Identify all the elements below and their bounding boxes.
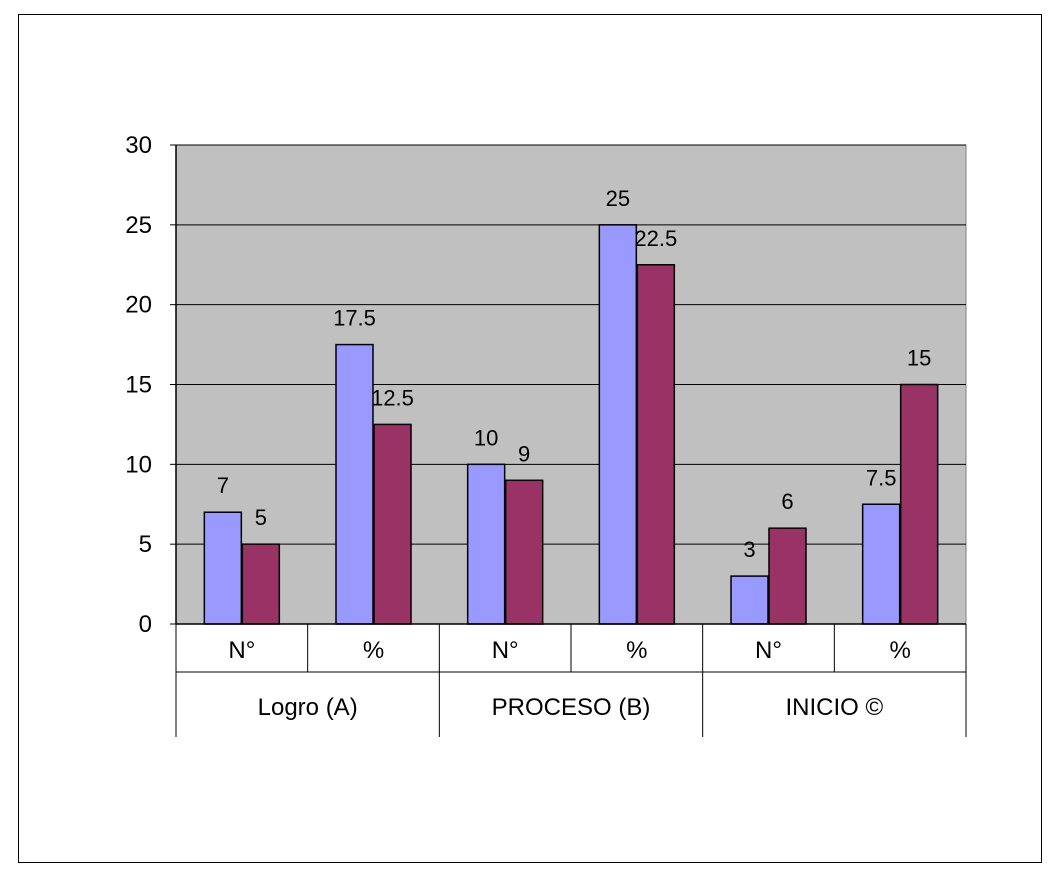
data-label: 3 (743, 537, 755, 562)
data-label: 10 (474, 425, 498, 450)
gridlines (176, 144, 966, 545)
x-group-label: INICIO © (785, 694, 883, 721)
y-tick-label: 15 (125, 372, 152, 399)
bar (203, 511, 243, 625)
data-label: 7.5 (866, 465, 897, 490)
bar (466, 463, 506, 625)
bar (730, 575, 769, 625)
data-label: 5 (255, 505, 267, 530)
data-labels: 7 17.5 10 25 3 7.5 5 12.5 9 22.5 6 15 (217, 186, 932, 562)
bar (504, 479, 544, 625)
bars (203, 224, 939, 625)
axes: 0 5 10 15 20 25 30 N°% N°% N° % Logro (A) PROCESO (B… (125, 132, 967, 737)
x-category-label: % (889, 637, 910, 664)
x-category-label: N° (755, 637, 782, 664)
bar (598, 224, 638, 625)
data-label: 6 (781, 489, 793, 514)
bar-chart: 0 5 10 15 20 25 30 N°% N°% N° % Logro (A) PROCESO (B… (125, 132, 967, 737)
x-group-label: PROCESO (B) (492, 694, 651, 721)
data-label: 15 (907, 346, 931, 371)
data-label: 7 (217, 473, 229, 498)
bar (636, 264, 676, 625)
x-category-label: N° (492, 637, 519, 664)
data-label: 9 (518, 441, 530, 466)
data-label: 17.5 (333, 306, 376, 331)
bar (899, 383, 939, 625)
y-tick-label: 0 (139, 611, 152, 638)
bar (768, 527, 807, 625)
bar (241, 543, 281, 625)
data-label: 12.5 (371, 385, 414, 410)
y-tick-label: 10 (125, 451, 152, 478)
x-category-label: % (626, 637, 647, 664)
bar (373, 423, 412, 625)
y-tick-label: 20 (125, 292, 152, 319)
data-label: 25 (606, 186, 630, 211)
y-tick-label: 5 (139, 531, 152, 558)
data-label: 22.5 (634, 226, 677, 251)
x-category-label: N° (228, 637, 255, 664)
bar (861, 503, 901, 625)
bar (335, 343, 374, 625)
y-tick-label: 25 (125, 212, 152, 239)
x-category-label: % (363, 637, 384, 664)
x-group-label: Logro (A) (258, 694, 358, 721)
y-tick-label: 30 (125, 132, 152, 159)
chart-frame: 0 5 10 15 20 25 30 N°% N°% N°% Logro (A) PROCESO (B… (18, 14, 1042, 863)
